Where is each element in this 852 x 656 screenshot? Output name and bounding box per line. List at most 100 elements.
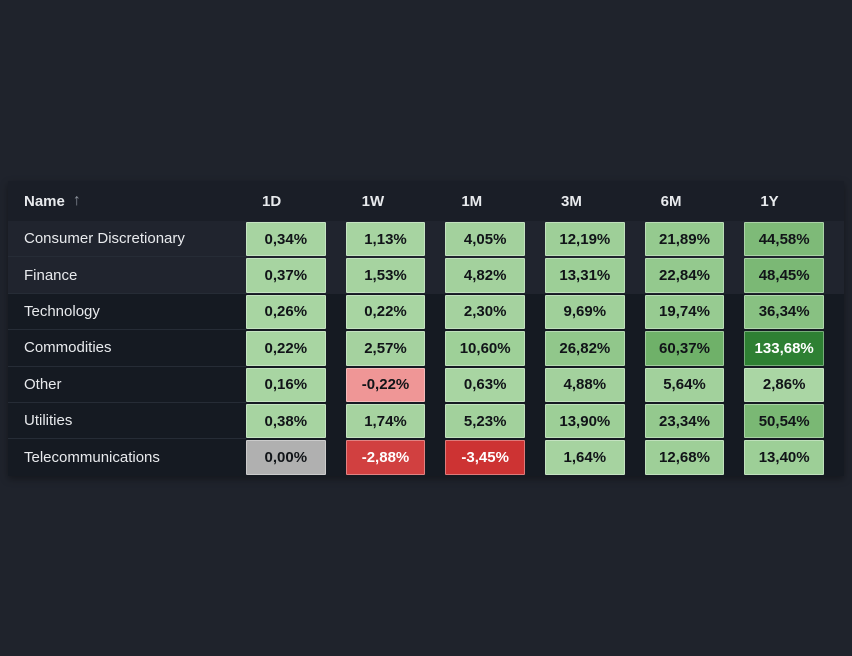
cell-slot: 60,37% [644, 330, 745, 366]
value-cell[interactable]: 0,38% [246, 403, 326, 439]
value-cell[interactable]: 5,64% [644, 367, 725, 402]
cell-slot: 9,69% [544, 294, 645, 330]
cell-slot: 0,37% [246, 257, 346, 293]
cell-slot: 50,54% [744, 403, 844, 439]
value-cell[interactable]: 2,86% [744, 367, 824, 402]
value-cell[interactable]: 0,26% [246, 294, 326, 330]
value-cell[interactable]: 13,90% [544, 403, 625, 439]
column-header-1y[interactable]: 1Y [760, 192, 779, 210]
row-label-utilities[interactable]: Utilities [8, 403, 246, 440]
value-cell[interactable]: 1,53% [345, 258, 426, 293]
value-cell[interactable]: 19,74% [644, 294, 725, 330]
value-cell[interactable]: 10,60% [445, 331, 525, 366]
cell-slot: 0,16% [246, 367, 346, 403]
column-header-6m[interactable]: 6M [660, 192, 682, 210]
cell-slot: 19,74% [644, 294, 745, 330]
value-cell[interactable]: -3,45% [445, 440, 525, 475]
value-cell[interactable]: 4,82% [445, 258, 525, 293]
cell-slot: 4,05% [445, 221, 545, 257]
value-cell[interactable]: 0,16% [246, 367, 326, 402]
value-cell[interactable]: 2,57% [345, 331, 426, 366]
table-header: Name ↑ 1D 1W 1M 3M 6M 1Y [8, 181, 844, 221]
cell-slot: 133,68% [744, 330, 844, 366]
cell-slot: 12,19% [544, 221, 645, 257]
value-cell[interactable]: 22,84% [644, 258, 725, 293]
row-label-consumer-discretionary[interactable]: Consumer Discretionary [8, 221, 246, 258]
cell-slot: 12,68% [644, 439, 745, 475]
column-header-3m[interactable]: 3M [560, 192, 582, 210]
column-header-1w[interactable]: 1W [361, 192, 385, 210]
cell-slot: 0,34% [246, 221, 346, 257]
value-cell[interactable]: 1,64% [544, 440, 625, 475]
column-header-1m[interactable]: 1M [461, 192, 483, 210]
value-cell[interactable]: 12,68% [644, 440, 725, 475]
cell-slot: 36,34% [744, 294, 844, 330]
cell-slot: 2,30% [445, 294, 545, 330]
value-cell[interactable]: 50,54% [744, 403, 824, 439]
cell-slot: 0,26% [246, 294, 346, 330]
table-row: Commodities 0,22% 2,57% 10,60% 26,82% 60,37% 1… [8, 330, 844, 367]
table-row: Technology 0,26% 0,22% 2,30% 9,69% 19,74% 36,3… [8, 293, 844, 331]
value-cell[interactable]: 1,13% [345, 222, 426, 257]
value-cell[interactable]: 60,37% [644, 331, 725, 366]
cell-slot: 0,63% [445, 367, 545, 403]
cell-slot: 0,00% [246, 439, 346, 475]
value-cell[interactable]: 0,63% [445, 367, 525, 402]
row-label-telecommunications[interactable]: Telecommunications [24, 449, 160, 467]
value-cell[interactable]: 0,00% [246, 440, 326, 475]
row-label-finance[interactable]: Finance [8, 257, 246, 294]
column-header-name[interactable]: Name ↑ [8, 193, 246, 210]
value-cell[interactable]: 13,31% [544, 258, 625, 293]
row-label-technology[interactable]: Technology [8, 294, 246, 331]
cell-slot: 4,82% [445, 257, 545, 293]
cell-slot: 10,60% [445, 330, 545, 366]
cell-slot: 5,23% [445, 403, 545, 439]
cell-slot: -2,88% [345, 439, 446, 475]
value-cell[interactable]: 1,74% [345, 403, 426, 439]
cell-slot: 4,88% [544, 367, 645, 403]
cell-slot: 22,84% [644, 257, 745, 293]
value-cell[interactable]: 5,23% [445, 403, 525, 439]
table-row: Finance 0,37% 1,53% 4,82% 13,31% 22,84% 48,45% [8, 257, 844, 294]
value-cell[interactable]: 44,58% [744, 222, 824, 257]
cell-slot: -3,45% [445, 439, 545, 475]
cell-slot: 2,86% [744, 367, 844, 403]
value-cell[interactable]: 0,34% [246, 222, 326, 257]
table-row: Consumer Discretionary 0,34% 1,13% 4,05% 12,… [8, 221, 844, 258]
value-cell[interactable]: 4,88% [544, 367, 625, 402]
cell-slot: 1,74% [345, 403, 446, 439]
sort-arrow-up-icon: ↑ [72, 192, 81, 209]
column-header-1d[interactable]: 1D [262, 192, 282, 210]
cell-slot: 21,89% [644, 221, 745, 257]
value-cell[interactable]: 4,05% [445, 222, 525, 257]
value-cell[interactable]: 12,19% [544, 222, 625, 257]
value-cell[interactable]: 21,89% [644, 222, 725, 257]
value-cell[interactable]: 23,34% [644, 403, 725, 439]
value-cell[interactable]: 26,82% [544, 331, 625, 366]
table-body: Consumer Discretionary 0,34% 1,13% 4,05% 12,… [8, 221, 844, 476]
value-cell[interactable]: 0,22% [345, 294, 426, 330]
value-cell[interactable]: 13,40% [744, 440, 824, 475]
name-header-label: Name [24, 192, 65, 210]
cell-slot: 1,64% [544, 439, 645, 475]
row-label-commodities[interactable]: Commodities [8, 330, 246, 367]
cell-slot: 13,31% [544, 257, 645, 293]
value-cell[interactable]: 0,37% [246, 258, 326, 293]
cell-slot: 23,34% [644, 403, 745, 439]
value-cell[interactable]: 0,22% [246, 331, 326, 366]
cell-slot: 5,64% [644, 367, 745, 403]
value-cell[interactable]: 9,69% [544, 294, 625, 330]
value-cell[interactable]: -0,22% [345, 367, 426, 402]
sector-performance-table: Name ↑ 1D 1W 1M 3M 6M 1Y Consumer Discretiona… [8, 181, 844, 476]
value-cell[interactable]: 2,30% [445, 294, 525, 330]
cell-slot: 0,22% [246, 330, 346, 366]
table-row: Telecommunications 0,00% -2,88% -3,45% 1,64%… [8, 439, 844, 476]
value-cell[interactable]: 36,34% [744, 294, 824, 330]
table-row: Utilities 0,38% 1,74% 5,23% 13,90% 23,34% 50,5… [8, 402, 844, 440]
cell-slot: 2,57% [345, 330, 446, 366]
value-cell[interactable]: 48,45% [744, 258, 824, 293]
row-label-other[interactable]: Other [8, 367, 246, 403]
value-cell[interactable]: -2,88% [345, 440, 426, 475]
value-cell[interactable]: 133,68% [744, 331, 824, 366]
